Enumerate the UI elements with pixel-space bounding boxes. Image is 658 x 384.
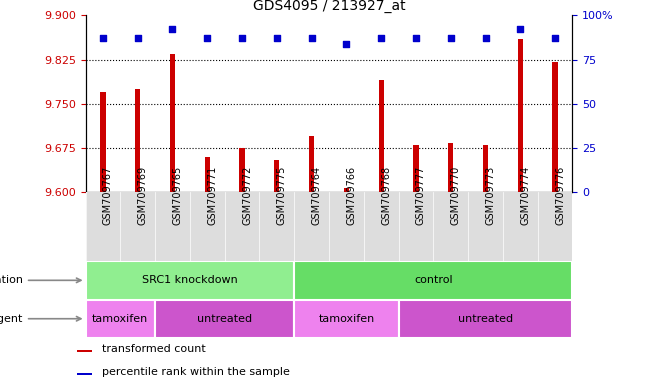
Bar [413, 145, 418, 192]
Bar [77, 373, 92, 375]
Text: GSM709766: GSM709766 [346, 166, 357, 225]
Text: transformed count: transformed count [102, 344, 206, 354]
Bar [86, 261, 294, 300]
Bar [294, 300, 399, 338]
Bar [378, 80, 384, 192]
Bar [553, 63, 558, 192]
Bar [155, 300, 294, 338]
Point [132, 35, 143, 41]
Text: GSM709774: GSM709774 [520, 166, 530, 225]
Point [167, 26, 178, 33]
Text: GSM709770: GSM709770 [451, 166, 461, 225]
Point [272, 35, 282, 41]
Text: untreated: untreated [458, 314, 513, 324]
Point [237, 35, 247, 41]
Text: genotype/variation: genotype/variation [0, 275, 81, 285]
Title: GDS4095 / 213927_at: GDS4095 / 213927_at [253, 0, 405, 13]
Text: percentile rank within the sample: percentile rank within the sample [102, 367, 290, 377]
Text: tamoxifen: tamoxifen [92, 314, 149, 324]
Text: tamoxifen: tamoxifen [318, 314, 374, 324]
Text: GSM709775: GSM709775 [277, 166, 287, 225]
Bar [135, 89, 140, 192]
Point [341, 41, 351, 47]
Text: GSM709777: GSM709777 [416, 166, 426, 225]
Bar [294, 261, 572, 300]
Bar [483, 145, 488, 192]
Bar [77, 350, 92, 352]
Text: untreated: untreated [197, 314, 252, 324]
Text: GSM709768: GSM709768 [381, 166, 391, 225]
Bar [240, 148, 245, 192]
Bar [274, 160, 280, 192]
Bar [86, 300, 155, 338]
Bar [309, 136, 315, 192]
Point [515, 26, 526, 33]
Bar [518, 39, 523, 192]
Text: GSM709772: GSM709772 [242, 166, 252, 225]
Text: GSM709776: GSM709776 [555, 166, 565, 225]
Text: agent: agent [0, 314, 81, 324]
Point [376, 35, 386, 41]
Point [411, 35, 421, 41]
Point [97, 35, 108, 41]
Bar [170, 54, 175, 192]
Text: control: control [414, 275, 453, 285]
Text: GSM709764: GSM709764 [312, 166, 322, 225]
Bar [343, 188, 349, 192]
Point [307, 35, 317, 41]
Text: GSM709765: GSM709765 [172, 166, 182, 225]
Text: GSM709773: GSM709773 [486, 166, 495, 225]
Bar [100, 92, 105, 192]
Point [480, 35, 491, 41]
Text: GSM709771: GSM709771 [207, 166, 217, 225]
Bar [399, 300, 572, 338]
Point [202, 35, 213, 41]
Point [445, 35, 456, 41]
Point [550, 35, 561, 41]
Bar [205, 157, 210, 192]
Text: GSM709769: GSM709769 [138, 166, 147, 225]
Text: GSM709767: GSM709767 [103, 166, 113, 225]
Bar [448, 143, 453, 192]
Text: SRC1 knockdown: SRC1 knockdown [142, 275, 238, 285]
